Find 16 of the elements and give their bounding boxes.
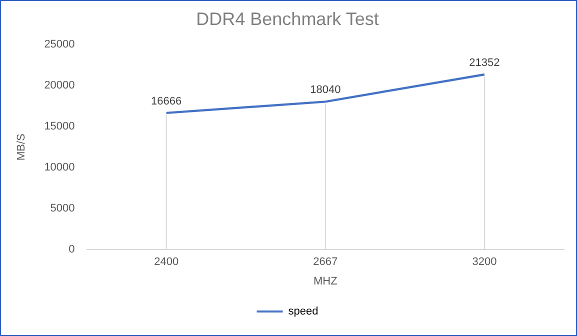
data-label: 21352 — [469, 57, 500, 70]
y-tick-label: 5000 — [50, 202, 75, 215]
y-tick-label: 10000 — [44, 162, 75, 174]
y-tick-label: 0 — [68, 244, 75, 256]
data-label: 16666 — [151, 95, 182, 108]
y-axis-title: MB/S — [16, 134, 28, 161]
data-label: 18040 — [310, 84, 341, 96]
chart-title: DDR4 Benchmark Test — [196, 8, 379, 29]
x-axis-title: MHZ — [313, 275, 338, 288]
y-tick-label: 20000 — [44, 80, 75, 92]
x-tick-label: 2400 — [154, 256, 179, 268]
legend-label: speed — [288, 306, 318, 318]
x-tick-label: 2667 — [313, 256, 338, 268]
x-tick-label: 3200 — [472, 256, 497, 268]
y-tick-label: 25000 — [44, 38, 75, 51]
y-tick-label: 15000 — [44, 120, 75, 133]
